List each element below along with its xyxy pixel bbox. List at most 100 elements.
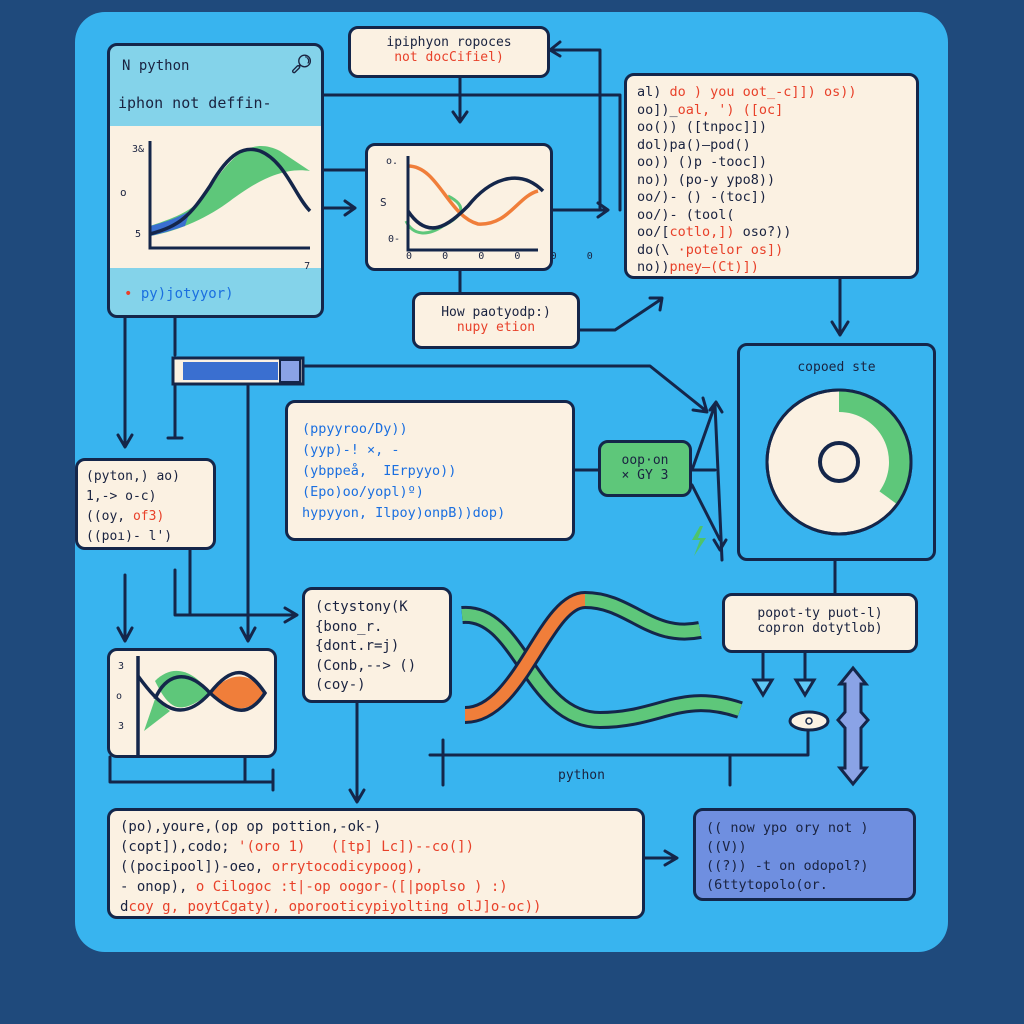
code-box-main: (po),youre,(op op pottion,-ok-) (copt]),c… [107,808,645,919]
code-line: 1,-> o-c) [86,487,205,507]
code-text: (ybppeå, IErpyyo)) [302,463,457,479]
code-text: hypyyon, Ilpoy)onpB))dop) [302,505,506,521]
code-highlight: pney—(Ct)]) [669,259,759,275]
code-text: do(\ [637,241,678,258]
connector [116,573,134,643]
code-box: (pyton,) ao) 1,-> o-c) ((oy, of3) ((poı)- l… [75,458,216,550]
code-line: ((pocipool])-oeo, orrytocodicypoog), [120,857,632,877]
panel-footer: py)jotyyor) [140,286,234,302]
connector [572,400,728,562]
code-highlight: o Cilogoc :t|-op oogor-([|poplso ) :) [195,879,508,895]
code-line: oo()) ([tnpoc]]) [637,119,906,137]
code-text: ((oy, [86,509,133,524]
x-tick: 0 [478,251,485,262]
code-text: no)) (po-y ypo8)) [637,171,776,188]
status-line: oop·on [621,453,669,468]
code-text: oo()) ([tnpoc]]) [637,119,768,135]
code-highlight: '(oro 1) ([tp] Lc])--co(]) [238,839,475,855]
code-text: (ctystony(K [315,599,408,615]
code-line: oo/[cotlo,]) oso?)) [637,224,906,242]
code-line: al) do ) you oot_-c]]) os)) [637,84,906,102]
code-text: oo/[ [637,224,670,240]
code-line: ((oy, of3) [86,507,205,527]
y-tick: S [380,196,387,209]
label-line: copron dotytlob) [757,621,883,636]
code-line: {bono_r. [315,618,439,638]
connector [643,849,679,867]
code-highlight: cotlo,]) [669,224,743,240]
connector [301,364,709,414]
code-line: (coy-) [315,676,439,696]
code-text: (pyton,) ao) [86,469,180,484]
code-text: ((V)) [706,839,747,855]
connector [173,382,299,643]
double-arrow-icon [836,665,870,787]
code-line: no)) (po-y ypo8)) [637,172,906,190]
code-line: (ppyyroo/Dy)) [302,419,558,440]
connector [578,276,850,337]
search-icon[interactable]: 🔎︎ [290,54,313,75]
code-text: oo])_ [637,101,678,118]
code-line: (ybppeå, IErpyyo)) [302,461,558,482]
lightning-icon [692,526,706,556]
label-line: ipiphyon ropoces [386,35,512,50]
code-text: (Conb,--> () [315,657,417,674]
code-output-box: al) do ) you oot_-c]]) os)) oo])_oal, ') … [624,73,919,279]
x-tick: 7 [304,261,311,272]
connector [348,700,366,804]
line-chart [148,141,312,250]
connector [428,728,810,787]
code-text: - onop), [120,879,196,895]
y-tick: o [120,186,127,199]
wave-chart-box: o. S 0- 0 0 0 0 0 0 [365,143,593,271]
donut-title: copoed ste [797,360,876,375]
code-line: oo])_oal, ') ([oc] [637,102,906,120]
connector [761,558,837,682]
code-text: (coy-) [315,677,366,693]
lens-chart [136,656,268,755]
code-text: ((poı)- l') [86,529,173,544]
code-box: (ctystony(K {bono_r. {dont.r=j) (Conb,--> (… [302,587,452,703]
slider-thumb [183,362,278,380]
code-line: (Epo)oo/yopl)º) [302,482,558,503]
code-text: (copt]),codo; [120,839,239,855]
code-text: (Epo)oo/yopl)º) [302,484,424,500]
code-highlight: do ) you oot_-c]]) os)) [669,84,857,100]
code-line: ((poı)- l') [86,527,205,547]
code-line: ((V)) [706,838,903,857]
code-highlight: of3) [132,509,165,524]
code-line: no))pney—(Ct)]) [637,259,906,277]
label-line: How paotyodp:) [441,305,551,320]
code-text: 1,-> o-c) [86,489,157,504]
code-highlight: coy g, poytCgaty), oporooticypiyolting o… [128,899,542,915]
label-line: nupy etion [456,320,536,335]
code-text: ((?)) -t on odopol?) [706,858,869,874]
y-tick: 3& [132,144,145,155]
panel-subtitle: iphon not deffin- [118,94,272,112]
label-line: popot-ty puot-l) [757,606,883,621]
code-box-blue: (( now ypo ory not ) ((V)) ((?)) -t on odo… [693,808,916,901]
x-tick: 0 [406,251,413,262]
panel-title: N python [122,58,190,74]
y-tick: o [116,691,123,702]
code-line: (( now ypo ory not ) [706,819,903,838]
y-tick: 0- [388,234,401,245]
code-text: no)) [637,259,670,275]
wave-graphic [461,590,743,730]
code-text: ((pocipool])-oeo, [120,859,272,875]
down-arrow-icon [793,678,817,698]
status-box[interactable]: oop·on × GY 3 [598,440,692,497]
python-label: python [558,768,605,783]
label-line: not docCifiel) [394,50,504,65]
y-tick: 3 [118,721,125,732]
code-text: oo/)- () -(toc]) [637,189,768,205]
code-text: oso?)) [742,224,792,240]
code-line: (6ttytopolo(or. [706,876,903,895]
code-highlight: oal, ') ([oc] [677,101,784,118]
code-text: (( now ypo ory not ) [706,820,869,836]
code-line: oo/)- () -(toc]) [637,189,906,207]
code-text: (ppyyroo/Dy)) [302,421,408,437]
code-line: (Conb,--> () [315,657,439,677]
notebook-panel: N python 🔎︎ iphon not deffin- 3& o 5 7 1… [107,43,324,318]
x-tick: 0 [586,251,593,262]
